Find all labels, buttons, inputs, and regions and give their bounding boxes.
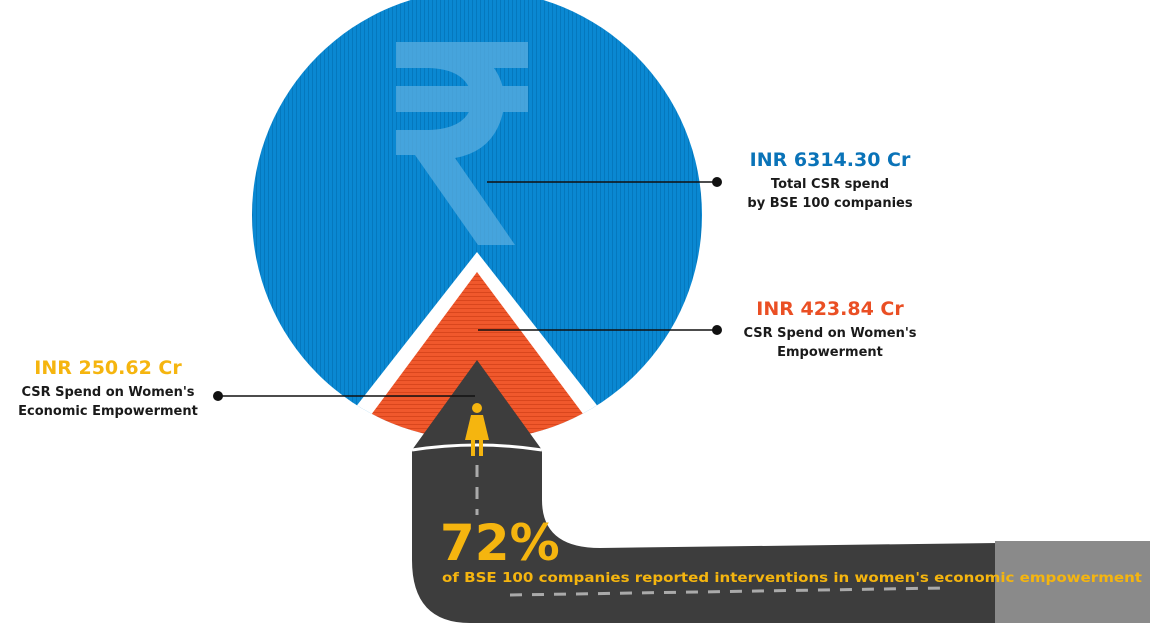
stat-text: of BSE 100 companies reported interventi… xyxy=(442,571,1142,586)
callout-label: Total CSR spend xyxy=(771,177,889,192)
callout-amount: INR 423.84 Cr xyxy=(756,298,904,320)
callout-label: by BSE 100 companies xyxy=(747,196,912,211)
stat-value: 72% xyxy=(440,514,560,572)
callout-label: Economic Empowerment xyxy=(18,404,198,419)
callout-label: Empowerment xyxy=(777,345,883,360)
callout-label: CSR Spend on Women's xyxy=(21,385,194,400)
infographic: INR 6314.30 Cr Total CSR spend by BSE 10… xyxy=(0,0,1150,623)
callout-amount: INR 6314.30 Cr xyxy=(750,149,911,171)
callout-amount: INR 250.62 Cr xyxy=(34,357,182,379)
callout-label: CSR Spend on Women's xyxy=(743,326,916,341)
